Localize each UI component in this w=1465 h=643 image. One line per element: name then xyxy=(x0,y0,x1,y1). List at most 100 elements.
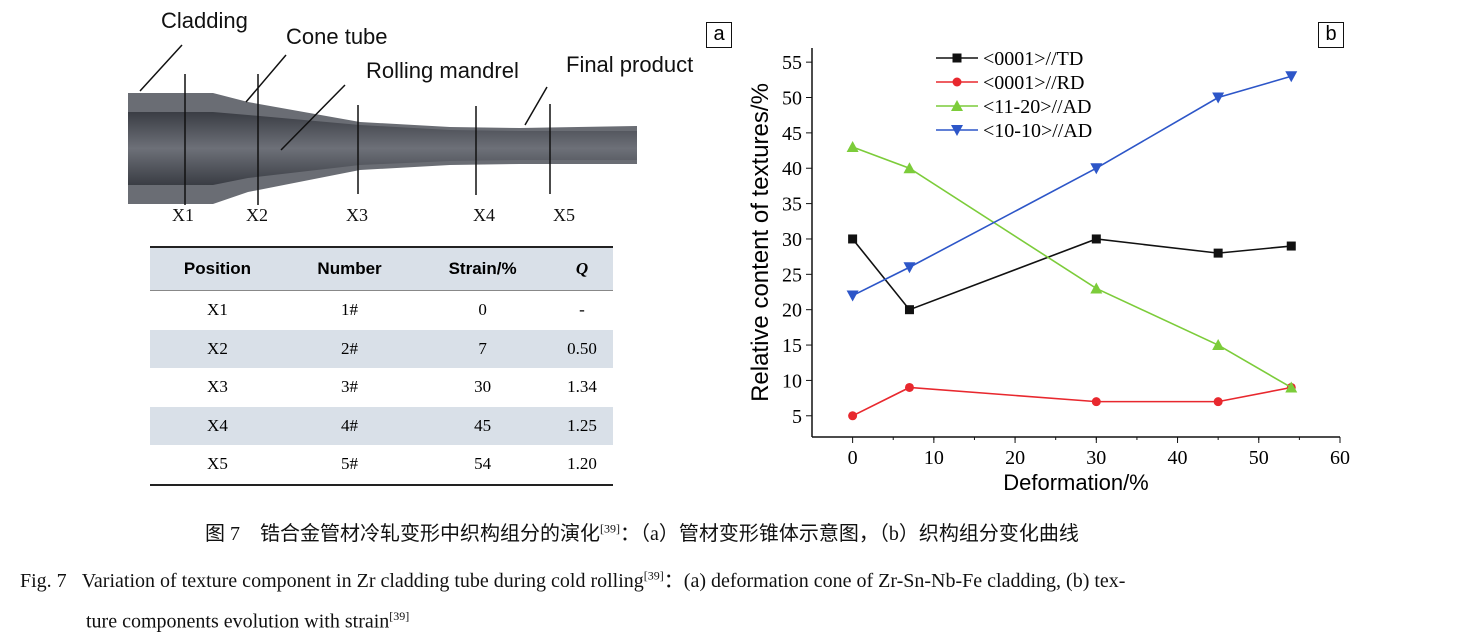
data-point xyxy=(903,262,916,274)
data-point xyxy=(904,305,914,315)
caption-en-ref2: [39] xyxy=(389,609,410,623)
x-tick-label: 40 xyxy=(1168,447,1188,469)
caption-en-line2: ture components evolution with strain[39… xyxy=(86,609,409,634)
data-point xyxy=(904,382,914,392)
cell-q: 1.20 xyxy=(550,445,613,486)
table-row: X5 5# 54 1.20 xyxy=(150,445,613,486)
data-point xyxy=(1091,234,1101,244)
cell-number: 2# xyxy=(284,329,415,368)
x-tick-label: 20 xyxy=(1005,447,1025,469)
data-point xyxy=(1091,397,1101,407)
cell-position: X1 xyxy=(207,300,228,320)
caption-cn-text: 图 7 锆合金管材冷轧变形中织构组分的演化 xyxy=(205,523,600,545)
label-cone-tube: Cone tube xyxy=(286,24,388,49)
x-tick-label: 0 xyxy=(848,447,858,469)
cell-q: 1.34 xyxy=(567,377,597,397)
y-tick-label: 25 xyxy=(782,264,802,286)
position-x1: X1 xyxy=(172,205,194,225)
y-tick-label: 30 xyxy=(782,229,802,251)
x-tick-label: 50 xyxy=(1249,447,1269,469)
x-tick-label: 10 xyxy=(924,447,944,469)
caption-en-text2: ture components evolution with strain xyxy=(86,610,390,633)
data-point xyxy=(1212,92,1225,104)
panel-label-a: a xyxy=(706,22,732,48)
table-row: X3 3# 30 1.34 xyxy=(150,368,613,407)
cell-q: - xyxy=(579,300,585,320)
legend-marker xyxy=(952,77,962,87)
y-tick-label: 35 xyxy=(782,194,802,216)
data-point xyxy=(1213,248,1223,258)
legend-label: <10-10>//AD xyxy=(983,120,1092,142)
cell-q: 0.50 xyxy=(550,329,613,368)
caption-fig-label: Fig. 7 xyxy=(20,570,67,592)
data-point xyxy=(846,290,859,302)
header-number: Number xyxy=(284,246,415,291)
position-x4: X4 xyxy=(473,205,495,225)
x-axis-label: Deformation/% xyxy=(1003,470,1149,495)
y-tick-label: 50 xyxy=(782,88,802,110)
series-line-2 xyxy=(852,146,1292,389)
legend-marker xyxy=(951,100,963,111)
caption-cn-ref: [39] xyxy=(600,521,620,536)
x-tick-label: 60 xyxy=(1330,447,1350,469)
label-final-product: Final product xyxy=(566,52,694,77)
data-point xyxy=(1285,381,1298,393)
cell-strain: 7 xyxy=(414,329,551,368)
header-q: Q xyxy=(550,246,613,291)
tube-diagram xyxy=(128,44,637,205)
caption-en-text: Variation of texture component in Zr cla… xyxy=(81,570,644,592)
caption-en-rest: ：(a) deformation cone of Zr-Sn-Nb-Fe cla… xyxy=(663,570,1126,592)
y-tick-label: 20 xyxy=(782,300,802,322)
series-line-1 xyxy=(852,386,1292,417)
cell-number: 4# xyxy=(284,406,415,445)
y-tick-label: 45 xyxy=(782,123,802,145)
header-strain: Strain/% xyxy=(414,246,551,291)
texture-chart: 0 10 20 30 40 50 60 5 10 15 20 25 30 35 40 45 50 55 Deform… xyxy=(747,48,1350,495)
y-tick-label: 15 xyxy=(782,335,802,357)
cell-strain: 30 xyxy=(474,377,492,397)
data-point xyxy=(1090,282,1103,294)
y-axis-label: Relative content of textures/% xyxy=(747,83,774,402)
position-x5: X5 xyxy=(553,205,575,225)
cell-strain: 0 xyxy=(478,300,487,320)
caption-cn-rest: ：（a）管材变形锥体示意图，（b）织构组分变化曲线 xyxy=(620,523,1079,545)
label-cladding: Cladding xyxy=(161,8,248,33)
legend-marker xyxy=(952,53,962,63)
label-rolling-mandrel: Rolling mandrel xyxy=(366,58,519,83)
legend-label: <0001>//TD xyxy=(983,48,1083,70)
strain-table: Position Number Strain/% Q X1 1# 0 - X2 2# 7 0.… xyxy=(150,246,613,486)
cell-position: X2 xyxy=(150,329,285,368)
data-point xyxy=(1286,241,1296,251)
data-point xyxy=(903,162,916,174)
data-point xyxy=(846,141,859,153)
data-point xyxy=(1213,397,1223,407)
caption-en-ref1: [39] xyxy=(643,568,664,583)
y-tick-label: 40 xyxy=(782,158,802,180)
header-position: Position xyxy=(150,246,285,291)
cell-q: 1.25 xyxy=(550,406,613,445)
cell-number: 5# xyxy=(284,445,415,486)
legend-label: <11-20>//AD xyxy=(983,96,1091,118)
caption-en-line1: Fig. 7 Variation of texture component in… xyxy=(20,564,1125,593)
position-x2: X2 xyxy=(246,205,268,225)
x-tick-label: 30 xyxy=(1086,447,1106,469)
data-point xyxy=(848,411,858,421)
cell-position: X5 xyxy=(150,445,285,486)
y-tick-label: 10 xyxy=(782,370,802,392)
y-tick-label: 5 xyxy=(792,406,802,428)
table-row: X2 2# 7 0.50 xyxy=(150,329,613,368)
panel-label-b: b xyxy=(1318,22,1344,48)
table-row: X1 1# 0 - xyxy=(150,291,613,330)
legend-label: <0001>//RD xyxy=(983,72,1084,94)
table-row: X4 4# 45 1.25 xyxy=(150,406,613,445)
data-point xyxy=(1212,339,1225,351)
cell-number: 3# xyxy=(341,377,359,397)
position-x3: X3 xyxy=(346,205,368,225)
cell-strain: 45 xyxy=(414,406,551,445)
cell-strain: 54 xyxy=(414,445,551,486)
data-point xyxy=(1285,71,1298,83)
y-tick-label: 55 xyxy=(782,52,802,74)
cell-number: 1# xyxy=(341,300,359,320)
series-line-0 xyxy=(851,238,1292,311)
data-point xyxy=(1090,163,1103,175)
